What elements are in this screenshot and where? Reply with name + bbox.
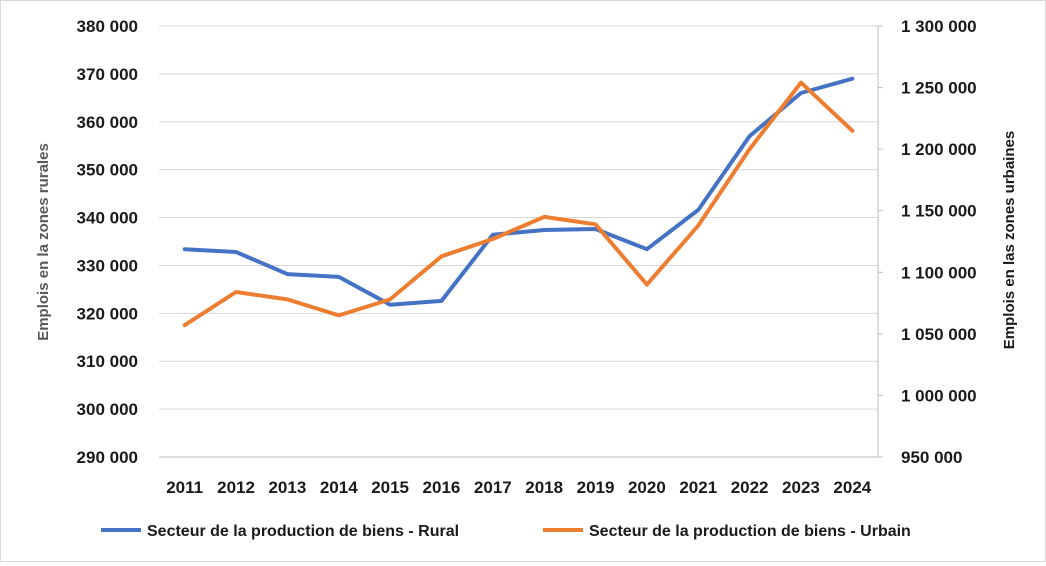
left-tick-label: 350 000 <box>77 161 138 180</box>
x-tick-label: 2016 <box>423 478 461 497</box>
left-y-axis-title: Emplois en la zones rurales <box>35 143 52 341</box>
x-tick-label: 2018 <box>525 478 563 497</box>
right-tick-label: 1 150 000 <box>901 202 977 221</box>
series-lines <box>182 76 855 328</box>
x-tick-label: 2017 <box>474 478 512 497</box>
left-tick-label: 310 000 <box>77 352 138 371</box>
right-tick-label: 950 000 <box>901 448 962 467</box>
right-y-axis-title: Emplois en las zones urbaines <box>1001 131 1018 349</box>
right-tick-label: 1 200 000 <box>901 140 977 159</box>
x-axis-ticks: 2011 2012 2013 2014 2015 2016 2017 2018 2019 2020… <box>166 478 872 497</box>
x-tick-label: 2020 <box>628 478 666 497</box>
left-tick-label: 300 000 <box>77 400 138 419</box>
left-tick-label: 320 000 <box>77 304 138 323</box>
x-tick-label: 2014 <box>320 478 358 497</box>
x-tick-label: 2022 <box>731 478 769 497</box>
right-tick-label: 1 000 000 <box>901 386 977 405</box>
x-tick-label: 2012 <box>217 478 255 497</box>
gridlines <box>159 25 878 410</box>
x-tick-label: 2023 <box>782 478 820 497</box>
right-y-axis-ticks: 950 000 1 000 000 1 050 000 1 100 000 1 150 … <box>878 17 977 467</box>
x-tick-label: 2019 <box>577 478 615 497</box>
left-y-axis-ticks: 290 000 300 000 310 000 320 000 330 000 340 0… <box>77 17 138 467</box>
x-tick-label: 2015 <box>371 478 409 497</box>
legend-label-rural: Secteur de la production de biens - Rura… <box>147 523 459 540</box>
right-tick-label: 1 250 000 <box>901 79 977 98</box>
right-tick-label: 1 100 000 <box>901 263 977 282</box>
series-line-urbain <box>182 80 855 328</box>
legend-label-urbain: Secteur de la production de biens - Urba… <box>589 523 911 540</box>
left-tick-label: 360 000 <box>77 113 138 132</box>
legend: Secteur de la production de biens - Rura… <box>101 523 911 540</box>
left-tick-label: 380 000 <box>77 17 138 36</box>
left-tick-label: 330 000 <box>77 256 138 275</box>
x-tick-label: 2021 <box>679 478 717 497</box>
axes <box>159 26 879 458</box>
x-tick-label: 2013 <box>268 478 306 497</box>
x-tick-label: 2024 <box>833 478 871 497</box>
right-tick-label: 1 300 000 <box>901 17 977 36</box>
right-tick-label: 1 050 000 <box>901 325 977 344</box>
x-tick-label: 2011 <box>166 478 203 497</box>
left-tick-label: 370 000 <box>77 65 138 84</box>
left-tick-label: 290 000 <box>77 448 138 467</box>
left-tick-label: 340 000 <box>77 209 138 228</box>
series-line-rural <box>182 76 855 307</box>
